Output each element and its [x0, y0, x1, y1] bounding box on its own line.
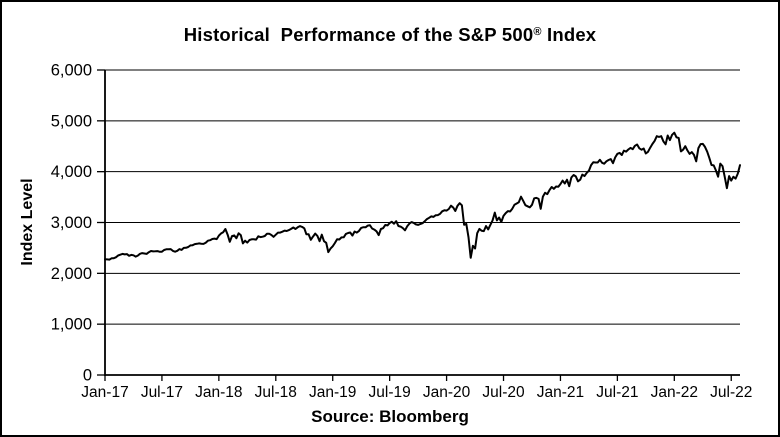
chart-title: Historical Performance of the S&P 500® I…	[2, 24, 778, 46]
chart-title-text: Historical Performance of the S&P 500	[183, 24, 534, 45]
x-tick-label: Jan-20	[423, 384, 471, 401]
y-tick-label: 0	[83, 367, 92, 385]
x-tick-label: Jan-22	[651, 384, 698, 401]
y-tick-label: 6,000	[51, 62, 92, 80]
x-tick-label: Jul-20	[482, 384, 525, 401]
y-tick-label: 2,000	[51, 265, 92, 283]
x-tick-label: Jul-19	[369, 384, 411, 401]
source-caption: Source: Bloomberg	[311, 407, 469, 426]
x-tick-label: Jan-18	[195, 384, 242, 401]
x-tick-label: Jul-22	[710, 384, 752, 401]
x-tick-label: Jan-21	[537, 384, 584, 401]
x-tick-label: Jul-21	[596, 384, 638, 401]
x-tick-label: Jul-18	[255, 384, 297, 401]
registered-trademark-symbol: ®	[533, 26, 542, 38]
y-tick-label: 4,000	[51, 163, 92, 181]
y-tick-label: 1,000	[51, 316, 92, 334]
y-tick-label: 5,000	[51, 112, 92, 130]
x-tick-label: Jul-17	[141, 384, 183, 401]
sp500-index-line	[104, 131, 741, 261]
x-tick-label: Jan-19	[309, 384, 356, 401]
y-tick-label: 3,000	[51, 214, 92, 232]
x-tick-label: Jan-17	[81, 384, 128, 401]
chart-title-suffix: Index	[541, 24, 597, 45]
